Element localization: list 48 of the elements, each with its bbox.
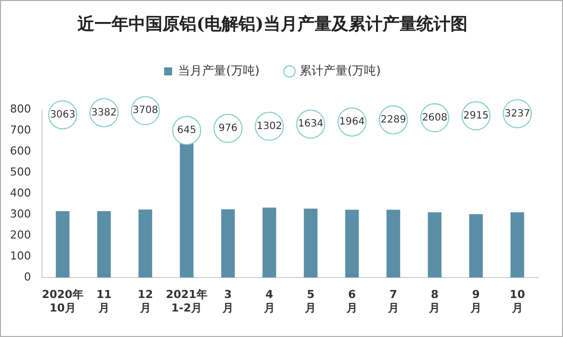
x-tick-label: 8 月 <box>428 288 440 314</box>
bar <box>180 142 194 278</box>
data-label: 1634 <box>298 118 324 130</box>
bar <box>345 210 359 278</box>
bar <box>221 209 235 278</box>
data-label: 976 <box>218 122 238 134</box>
bar <box>510 212 524 278</box>
data-label: 3237 <box>504 108 530 120</box>
data-label: 3063 <box>50 109 76 120</box>
y-tick-label: 300 <box>10 207 31 220</box>
data-label: 2915 <box>463 110 489 122</box>
y-tick-label: 100 <box>10 249 31 262</box>
x-tick-label: 11 月 <box>96 288 112 314</box>
y-tick-label: 200 <box>10 228 31 242</box>
bar <box>262 208 276 278</box>
data-label: 3382 <box>91 107 117 118</box>
data-label: 2289 <box>380 114 406 126</box>
data-label: 2608 <box>422 112 448 124</box>
x-tick-label: 5 月 <box>304 288 316 314</box>
data-label: 645 <box>177 125 196 136</box>
bar <box>304 208 318 278</box>
x-tick-label: 6 月 <box>346 288 358 314</box>
legend-label: 当月产量(万吨) <box>178 64 260 78</box>
data-label: 1964 <box>339 116 365 128</box>
bar <box>386 210 400 278</box>
y-tick-label: 400 <box>10 186 31 200</box>
bar <box>428 212 442 278</box>
chart-title: 近一年中国原铝(电解铝)当月产量及累计产量统计图 <box>76 14 468 35</box>
y-tick-label: 500 <box>10 165 31 178</box>
bar <box>469 214 483 278</box>
y-tick-label: 0 <box>24 270 31 284</box>
bar <box>97 211 111 278</box>
legend-label: 累计产量(万吨) <box>300 64 381 78</box>
y-tick-label: 800 <box>10 102 31 116</box>
x-tick-label: 7 月 <box>386 288 399 314</box>
x-tick-label: 10 月 <box>510 288 526 314</box>
data-label: 3708 <box>132 105 158 116</box>
bar <box>56 211 70 278</box>
data-label: 1302 <box>256 120 282 132</box>
x-tick-label: 2021年 1-2月 <box>166 288 208 314</box>
x-tick-label: 4 月 <box>262 288 275 314</box>
x-tick-label: 3 月 <box>221 288 234 314</box>
y-tick-label: 700 <box>10 123 31 136</box>
x-tick-label: 2020年 10月 <box>42 288 84 314</box>
y-tick-label: 600 <box>10 144 31 158</box>
x-tick-label: 12 月 <box>138 288 153 314</box>
x-tick-label: 9 月 <box>470 288 482 314</box>
bar <box>138 209 152 278</box>
